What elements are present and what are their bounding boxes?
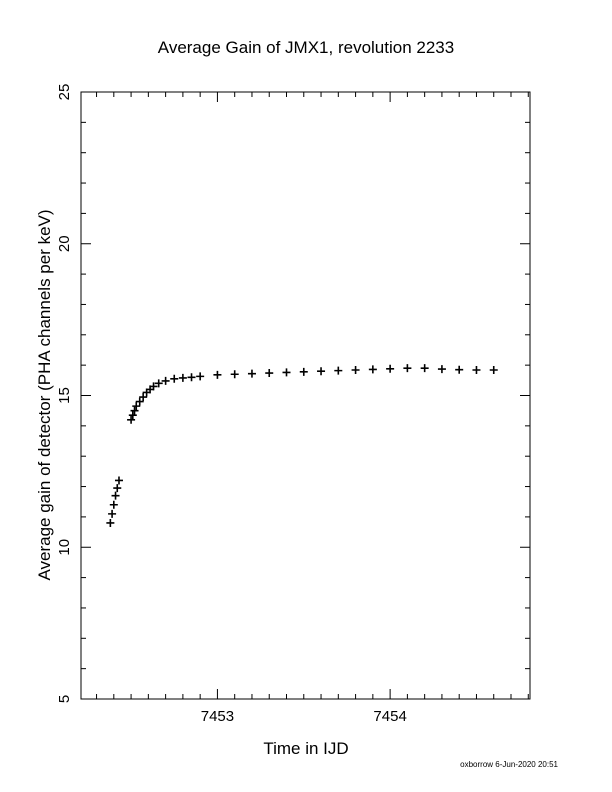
data-point (334, 366, 343, 375)
data-point (149, 382, 158, 391)
data-point (127, 415, 136, 424)
x-axis-label: Time in IJD (263, 739, 348, 758)
plot-frame (80, 91, 531, 700)
data-point (437, 365, 446, 374)
y-tick-label: 25 (56, 84, 73, 101)
y-tick-label: 20 (56, 235, 73, 252)
y-axis: 5 10 15 20 25 (56, 84, 530, 703)
x-axis: 7453 7454 (96, 92, 529, 725)
y-axis-label: Average gain of detector (PHA channels p… (35, 209, 54, 580)
data-point (111, 491, 120, 500)
data-point (265, 369, 274, 378)
y-tick-label: 15 (56, 387, 73, 404)
data-point (213, 370, 222, 379)
data-point (161, 376, 170, 385)
data-point (368, 365, 377, 374)
data-points (106, 364, 498, 527)
data-point (196, 372, 205, 381)
data-point (420, 364, 429, 373)
data-point (132, 402, 141, 411)
data-point (489, 366, 498, 375)
data-point (386, 364, 395, 373)
data-point (282, 368, 291, 377)
data-point (299, 367, 308, 376)
data-point (187, 373, 196, 382)
data-point (130, 406, 139, 415)
x-tick-label: 7453 (201, 708, 234, 725)
data-point (170, 374, 179, 383)
y-tick-label: 5 (56, 695, 73, 703)
data-point (403, 364, 412, 373)
data-point (455, 365, 464, 374)
y-tick-label: 10 (56, 539, 73, 556)
chart-title: Average Gain of JMX1, revolution 2233 (158, 38, 454, 57)
data-point (128, 411, 137, 420)
x-tick-label: 7454 (373, 708, 406, 725)
data-point (247, 369, 256, 378)
footer-stamp: oxborrow 6-Jun-2020 20:51 (460, 760, 558, 769)
data-point (113, 484, 122, 493)
data-point (351, 366, 360, 375)
data-point (114, 476, 123, 485)
data-point (154, 379, 163, 388)
data-point (106, 518, 115, 527)
data-point (472, 366, 481, 375)
data-point (230, 370, 239, 379)
data-point (178, 373, 187, 382)
data-point (109, 500, 118, 509)
data-point (317, 367, 326, 376)
data-point (139, 393, 148, 402)
data-point (135, 397, 144, 406)
data-point (108, 509, 117, 518)
